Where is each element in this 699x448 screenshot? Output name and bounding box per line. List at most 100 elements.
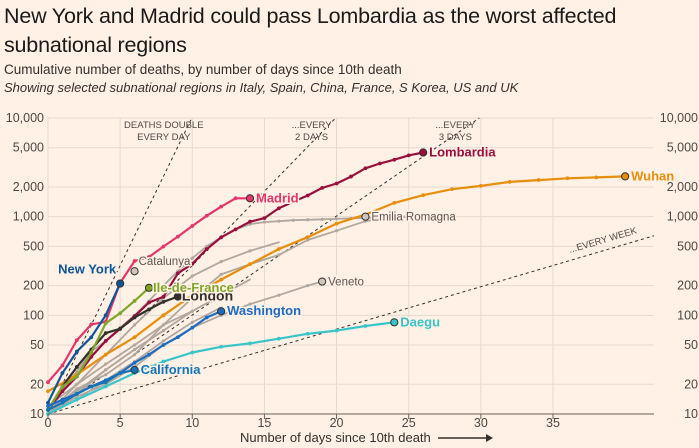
series-label: Ile-de-France <box>153 280 234 295</box>
series-point <box>147 307 151 312</box>
series-point <box>175 234 180 239</box>
series-point <box>421 193 426 198</box>
series-point <box>190 261 195 266</box>
series-point <box>89 384 94 389</box>
series-point <box>161 313 166 318</box>
series-point <box>161 294 166 299</box>
series-point <box>306 238 310 242</box>
series-point <box>262 216 267 221</box>
series-point <box>190 274 194 278</box>
series-point <box>60 371 65 375</box>
series-point <box>248 262 252 267</box>
series-point <box>190 224 195 228</box>
series-point <box>132 315 137 320</box>
series-point <box>103 321 108 326</box>
series-end-marker <box>173 292 182 301</box>
series-point <box>75 387 79 391</box>
highlighted-series <box>46 151 627 416</box>
y-tick-label-left: 20 <box>30 377 44 391</box>
series-point <box>75 395 79 399</box>
series-point <box>277 293 281 297</box>
series-point <box>46 380 50 385</box>
series-point <box>104 368 108 372</box>
series-point <box>161 244 166 249</box>
series-point <box>132 347 137 352</box>
series-end-marker <box>390 318 399 327</box>
series-point <box>334 328 339 333</box>
series-point <box>132 352 137 357</box>
series-point <box>60 384 65 389</box>
series-point <box>132 299 137 303</box>
series-end-marker <box>245 194 255 203</box>
series-point <box>132 335 137 340</box>
series-line <box>47 215 425 415</box>
series-point <box>103 313 108 318</box>
series-point <box>46 400 50 405</box>
x-axis-label: Number of days since 10th death <box>240 430 494 445</box>
series-point <box>248 219 252 224</box>
series-point <box>161 343 166 347</box>
series-label: London <box>182 288 233 304</box>
y-tick-label-left: 2,000 <box>13 180 44 194</box>
series-label: Lombardia <box>429 144 496 159</box>
series-point <box>276 206 281 211</box>
series-point <box>392 215 396 219</box>
series-point <box>132 259 137 263</box>
series-point <box>60 389 65 394</box>
series-point <box>349 174 353 179</box>
series-end-marker <box>116 279 125 288</box>
series-point <box>233 196 238 201</box>
series-point <box>132 343 137 347</box>
series-point <box>132 360 137 365</box>
x-tick-label: 5 <box>117 416 124 430</box>
y-tick-label-left: 100 <box>23 308 44 322</box>
y-tick-label-right: 10 <box>684 407 698 421</box>
series-label: Wuhan <box>631 168 674 183</box>
series-point <box>175 335 180 340</box>
series-point <box>248 341 252 346</box>
series-point <box>46 389 50 394</box>
x-tick-label: 15 <box>257 416 271 430</box>
series-point <box>334 221 339 226</box>
y-tick-label-left: 5,000 <box>13 141 44 155</box>
series-point <box>291 199 296 204</box>
series-point <box>103 380 108 385</box>
series-point <box>118 311 123 316</box>
series-point <box>233 227 238 232</box>
series-point <box>161 323 166 327</box>
series-point <box>262 220 267 224</box>
series-point <box>305 193 310 198</box>
chart-subtitle: Cumulative number of deaths, by number o… <box>4 62 402 77</box>
doubling-guide-label: ...EVERY <box>292 120 333 131</box>
series-point <box>219 293 223 297</box>
doubling-guide-label: DEATHS DOUBLE <box>124 120 204 131</box>
y-tick-label-right: 200 <box>677 279 698 293</box>
series-point <box>161 359 166 364</box>
series-point <box>334 181 339 186</box>
series-point <box>104 373 108 377</box>
series-label: New York <box>58 262 117 277</box>
series-point <box>190 296 194 300</box>
doubling-guide-label: ...EVERY WEEK <box>568 225 639 256</box>
series-point <box>219 272 223 276</box>
arrow-right-icon <box>438 434 494 442</box>
doubling-guide-label: 2 DAYS <box>295 132 328 143</box>
series-end-marker <box>419 148 428 157</box>
series-point <box>104 362 108 366</box>
y-tick-label-right: 5,000 <box>667 141 698 155</box>
series-point <box>306 218 310 222</box>
series-point <box>190 256 194 260</box>
series-point <box>60 363 65 368</box>
y-tick-label-right: 500 <box>677 239 698 253</box>
series-line <box>46 295 179 411</box>
series-point <box>190 320 194 324</box>
series-point <box>276 247 281 251</box>
series-point <box>147 352 151 357</box>
chart-title: New York and Madrid could pass Lombardia… <box>4 4 617 57</box>
series-point <box>219 277 224 282</box>
series-point <box>118 326 123 331</box>
series-line <box>47 310 194 408</box>
x-tick-label: 20 <box>330 416 344 430</box>
series-label: Veneto <box>328 277 364 289</box>
